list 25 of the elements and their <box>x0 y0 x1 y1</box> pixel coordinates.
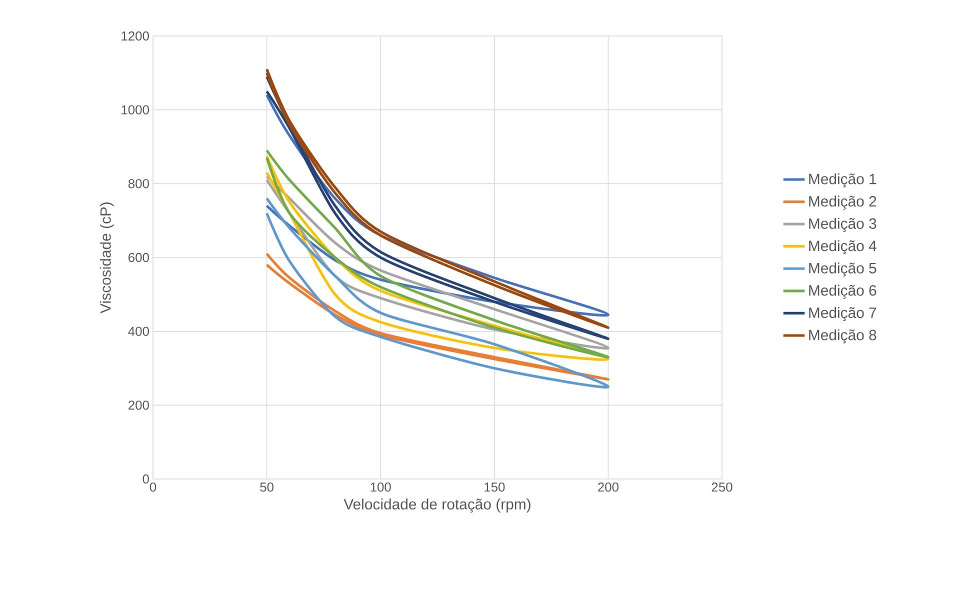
legend-label: Medição 7 <box>809 307 876 322</box>
legend-label: Medição 5 <box>809 262 876 276</box>
legend-label: Medição 1 <box>809 173 876 188</box>
line-series <box>266 252 610 381</box>
x-tick-label: 150 <box>484 482 505 492</box>
legend-label: Medição 6 <box>809 284 876 299</box>
y-tick-label: 200 <box>128 400 149 410</box>
y-tick-label: 0 <box>142 474 149 484</box>
legend-label: Medição 2 <box>809 196 876 210</box>
legend-label: Medição 8 <box>809 329 876 344</box>
x-tick-label: 50 <box>260 482 274 492</box>
x-tick-label: 0 <box>150 482 156 492</box>
x-tick-label: 100 <box>370 482 391 492</box>
y-tick-label: 800 <box>128 179 149 188</box>
x-tick-label: 250 <box>712 482 732 492</box>
x-tick-label: 200 <box>598 482 619 492</box>
x-axis-title: Velocidade de rotação (rpm) <box>344 498 530 513</box>
y-axis-title: Viscosidade (cP) <box>100 202 114 314</box>
legend-label: Medição 3 <box>809 218 876 232</box>
y-tick-label: 400 <box>128 326 149 336</box>
line-series <box>266 197 610 388</box>
legend-label: Medição 4 <box>809 240 876 254</box>
y-tick-label: 1000 <box>122 105 149 114</box>
y-tick-label: 600 <box>128 252 149 262</box>
y-tick-label: 1200 <box>122 31 149 41</box>
